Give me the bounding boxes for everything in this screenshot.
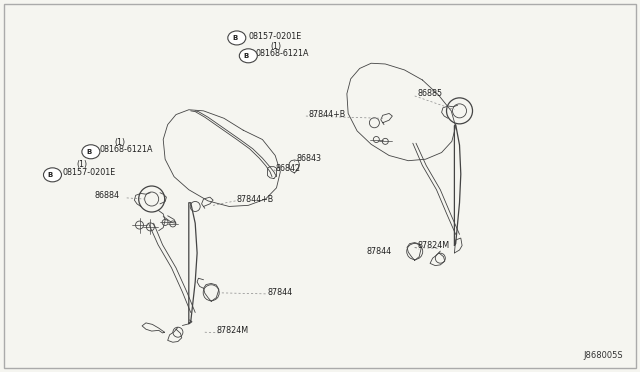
Text: B: B <box>244 53 249 59</box>
Text: 08157-0201E: 08157-0201E <box>248 32 301 41</box>
Text: 87844: 87844 <box>366 247 391 256</box>
Text: 08157-0201E: 08157-0201E <box>63 168 116 177</box>
Ellipse shape <box>82 145 100 159</box>
Text: 86885: 86885 <box>417 89 442 98</box>
Text: (1): (1) <box>77 160 88 169</box>
Text: 86843: 86843 <box>296 154 321 163</box>
Text: B: B <box>232 35 237 41</box>
Text: 08168-6121A: 08168-6121A <box>99 145 153 154</box>
Text: B: B <box>86 149 92 155</box>
Text: J868005S: J868005S <box>584 351 623 360</box>
Text: B: B <box>48 172 53 178</box>
Text: 87844+B: 87844+B <box>308 110 346 119</box>
Ellipse shape <box>228 31 246 45</box>
Text: 87844+B: 87844+B <box>237 195 274 203</box>
Ellipse shape <box>239 49 257 63</box>
Text: 86884: 86884 <box>95 191 120 200</box>
Text: (1): (1) <box>114 138 125 147</box>
Text: 87824M: 87824M <box>417 241 449 250</box>
Ellipse shape <box>44 168 61 182</box>
Text: 87824M: 87824M <box>216 326 248 335</box>
Text: (1): (1) <box>270 42 281 51</box>
Text: 08168-6121A: 08168-6121A <box>256 49 310 58</box>
Text: 86842: 86842 <box>275 164 300 173</box>
Text: 87844: 87844 <box>268 288 292 296</box>
